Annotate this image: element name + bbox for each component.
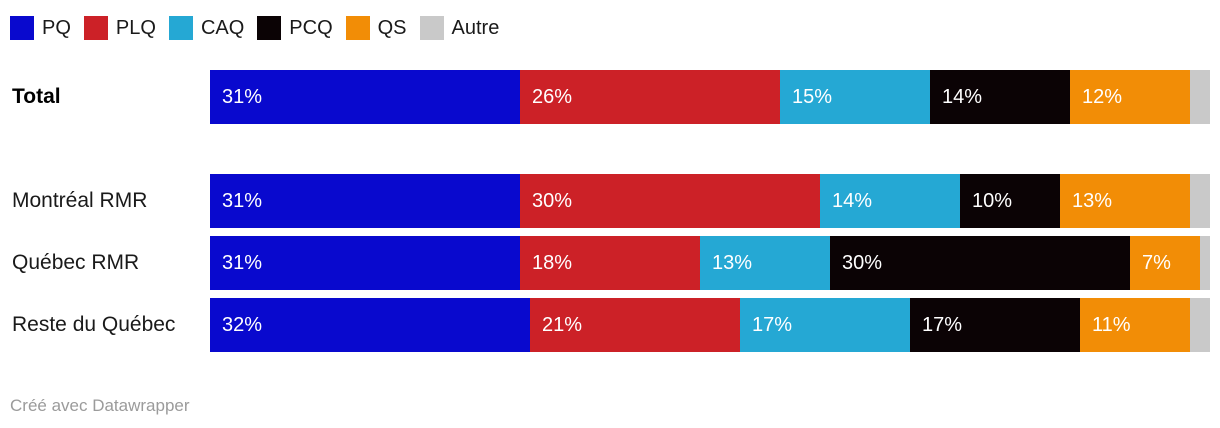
segment-value-label: 7%	[1142, 251, 1171, 274]
bar-segment-qs: 13%	[1060, 174, 1190, 228]
row-bar: 31% 30% 14% 10% 13%	[210, 174, 1210, 228]
bar-segment-qs: 7%	[1130, 236, 1200, 290]
chart-row: Reste du Québec 32% 21% 17% 17% 11%	[0, 298, 1220, 352]
row-label-montreal-rmr: Montréal RMR	[12, 189, 148, 212]
legend-swatch-autre	[419, 16, 444, 40]
segment-value-label: 13%	[712, 251, 753, 274]
segment-value-label: 14%	[942, 85, 983, 108]
bar-segment-caq: 17%	[740, 298, 910, 352]
row-bar: 32% 21% 17% 17% 11%	[210, 298, 1210, 352]
bar-segment-caq: 15%	[780, 70, 930, 124]
segment-value-label: 10%	[972, 189, 1013, 212]
segment-value-label: 31%	[222, 85, 263, 108]
bar-segment-plq: 30%	[520, 174, 820, 228]
bar-segment-plq: 21%	[530, 298, 740, 352]
segment-value-label: 26%	[532, 85, 573, 108]
bar-segment-pq: 31%	[210, 174, 520, 228]
legend-swatch-pcq	[257, 16, 282, 40]
segment-value-label: 30%	[842, 251, 883, 274]
segment-value-label: 12%	[1082, 85, 1123, 108]
bar-segment-pq: 32%	[210, 298, 530, 352]
row-label-quebec-rmr: Québec RMR	[12, 251, 140, 274]
bar-segment-autre	[1190, 298, 1210, 352]
row-label-reste-du-quebec: Reste du Québec	[12, 313, 176, 336]
bar-segment-plq: 18%	[520, 236, 700, 290]
legend-item-pq: PQ	[10, 16, 71, 40]
segment-value-label: 18%	[532, 251, 573, 274]
segment-value-label: 11%	[1092, 313, 1131, 336]
segment-value-label: 17%	[752, 313, 793, 336]
bar-segment-pcq: 17%	[910, 298, 1080, 352]
legend-label-pq: PQ	[42, 16, 71, 39]
chart-row: Montréal RMR 31% 30% 14% 10% 13%	[0, 174, 1220, 228]
legend-item-qs: QS	[345, 16, 407, 40]
legend: PQ PLQ CAQ PCQ QS Autre	[0, 0, 1220, 42]
row-bar: 31% 18% 13% 30% 7%	[210, 236, 1210, 290]
datawrapper-credit: Créé avec Datawrapper	[10, 396, 190, 415]
bar-segment-pcq: 14%	[930, 70, 1070, 124]
row-bar: 31% 26% 15% 14% 12%	[210, 70, 1210, 124]
bar-segment-autre	[1190, 70, 1210, 124]
legend-item-autre: Autre	[419, 16, 500, 40]
segment-value-label: 31%	[222, 251, 263, 274]
segment-value-label: 31%	[222, 189, 263, 212]
segment-value-label: 13%	[1072, 189, 1113, 212]
legend-label-pcq: PCQ	[289, 16, 333, 39]
legend-swatch-pq	[10, 16, 34, 40]
bar-segment-pcq: 30%	[830, 236, 1130, 290]
bar-segment-autre	[1200, 236, 1210, 290]
segment-value-label: 21%	[542, 313, 583, 336]
bar-segment-qs: 11%	[1080, 298, 1190, 352]
chart-row: Québec RMR 31% 18% 13% 30% 7%	[0, 236, 1220, 290]
legend-swatch-qs	[345, 16, 370, 40]
bar-segment-caq: 13%	[700, 236, 830, 290]
segment-value-label: 17%	[922, 313, 963, 336]
row-label-total: Total	[12, 85, 61, 108]
segment-value-label: 15%	[792, 85, 833, 108]
legend-label-qs: QS	[377, 16, 407, 39]
legend-swatch-caq	[168, 16, 193, 40]
legend-label-plq: PLQ	[115, 16, 156, 39]
bar-segment-pq: 31%	[210, 70, 520, 124]
bar-segment-autre	[1190, 174, 1210, 228]
chart-row: Total 31% 26% 15% 14% 12%	[0, 70, 1220, 124]
bar-segment-pcq: 10%	[960, 174, 1060, 228]
legend-item-pcq: PCQ	[257, 16, 333, 40]
bar-segment-caq: 14%	[820, 174, 960, 228]
bar-segment-qs: 12%	[1070, 70, 1190, 124]
bar-segment-plq: 26%	[520, 70, 780, 124]
legend-item-plq: PLQ	[83, 16, 156, 40]
segment-value-label: 14%	[832, 189, 873, 212]
segment-value-label: 32%	[222, 313, 263, 336]
legend-item-caq: CAQ	[168, 16, 245, 40]
legend-label-caq: CAQ	[200, 16, 245, 39]
legend-swatch-plq	[83, 16, 108, 40]
segment-value-label: 30%	[532, 189, 573, 212]
stacked-bar-chart: Total 31% 26% 15% 14% 12% Montréal RMR 31% 30…	[0, 70, 1220, 352]
legend-label-autre: Autre	[451, 16, 500, 39]
bar-segment-pq: 31%	[210, 236, 520, 290]
